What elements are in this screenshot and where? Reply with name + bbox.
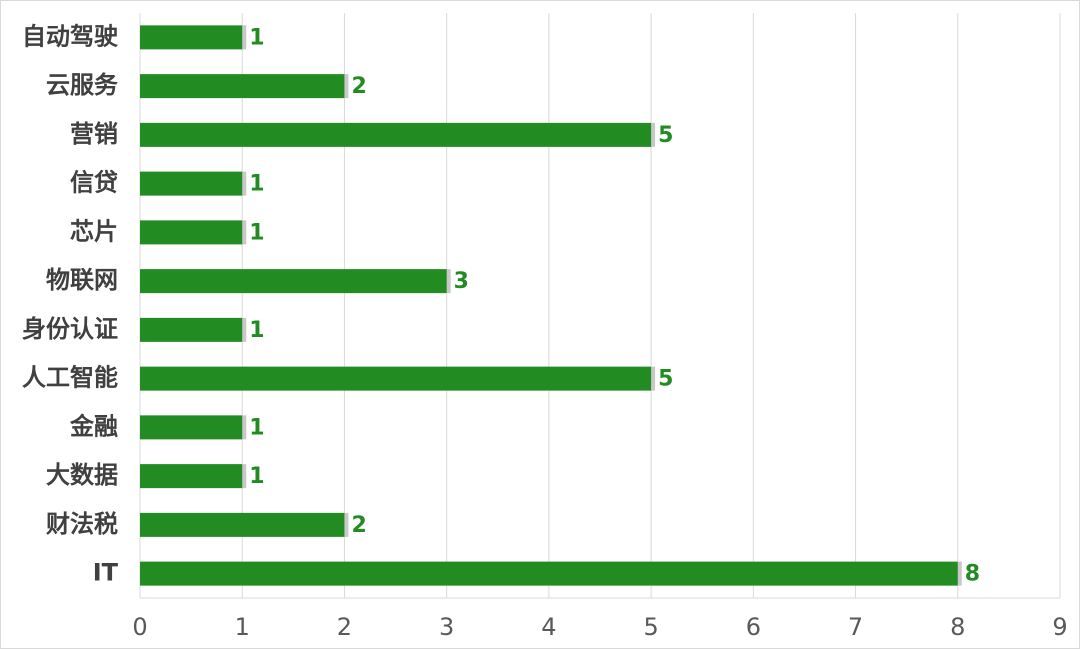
bar-shadow: [242, 317, 247, 342]
x-tick-label: 7: [848, 613, 863, 641]
y-tick-label: 身份认证: [22, 315, 118, 343]
y-tick-label: 财法税: [46, 510, 118, 538]
data-label: 1: [249, 464, 264, 489]
bar: [140, 317, 243, 342]
y-tick-label: 金融: [69, 412, 118, 440]
bar: [140, 561, 958, 586]
data-label: 5: [658, 123, 673, 148]
bar-shadow: [344, 512, 349, 537]
x-tick-label: 2: [337, 613, 352, 641]
bar: [140, 366, 652, 391]
x-tick-label: 3: [439, 613, 454, 641]
bar: [140, 269, 447, 294]
y-tick-label: 大数据: [46, 461, 118, 489]
bar-shadow: [242, 171, 247, 196]
y-tick-label: 人工智能: [22, 364, 118, 392]
bar-shadow: [651, 366, 656, 391]
bar: [140, 74, 345, 99]
y-tick-label: 云服务: [46, 71, 119, 99]
x-tick-label: 1: [235, 613, 250, 641]
y-tick-label: 自动驾驶: [22, 22, 118, 50]
x-tick-label: 5: [643, 613, 658, 641]
x-tick-label: 0: [132, 613, 147, 641]
data-label: 1: [249, 415, 264, 440]
x-tick-label: 8: [950, 613, 965, 641]
y-tick-label: 芯片: [70, 217, 118, 245]
bar: [140, 415, 243, 440]
data-label: 1: [249, 25, 264, 50]
bar-shadow: [446, 269, 451, 294]
data-label: 1: [249, 172, 264, 197]
bar: [140, 122, 652, 147]
bar-shadow: [242, 464, 247, 489]
data-label: 1: [249, 220, 264, 245]
bar: [140, 464, 243, 489]
x-tick-label: 4: [541, 613, 556, 641]
y-tick-label: 物联网: [46, 266, 118, 294]
bar-shadow: [242, 220, 247, 245]
y-tick-label: IT: [93, 559, 119, 587]
y-tick-label: 营销: [70, 120, 118, 148]
bar-shadow: [344, 74, 349, 99]
data-label: 2: [351, 74, 366, 99]
x-tick-label: 6: [746, 613, 761, 641]
bar-shadow: [651, 122, 656, 147]
data-label: 8: [965, 562, 980, 587]
data-label: 2: [351, 513, 366, 538]
bar: [140, 25, 243, 50]
data-label: 3: [454, 269, 469, 294]
data-label: 1: [249, 318, 264, 343]
x-tick-label: 9: [1052, 613, 1067, 641]
bar-shadow: [242, 25, 247, 50]
data-label: 5: [658, 367, 673, 392]
bar: [140, 220, 243, 245]
bar-shadow: [242, 415, 247, 440]
bar: [140, 171, 243, 196]
y-tick-label: 信贷: [70, 169, 118, 197]
bar-shadow: [957, 561, 962, 586]
bar: [140, 512, 345, 537]
